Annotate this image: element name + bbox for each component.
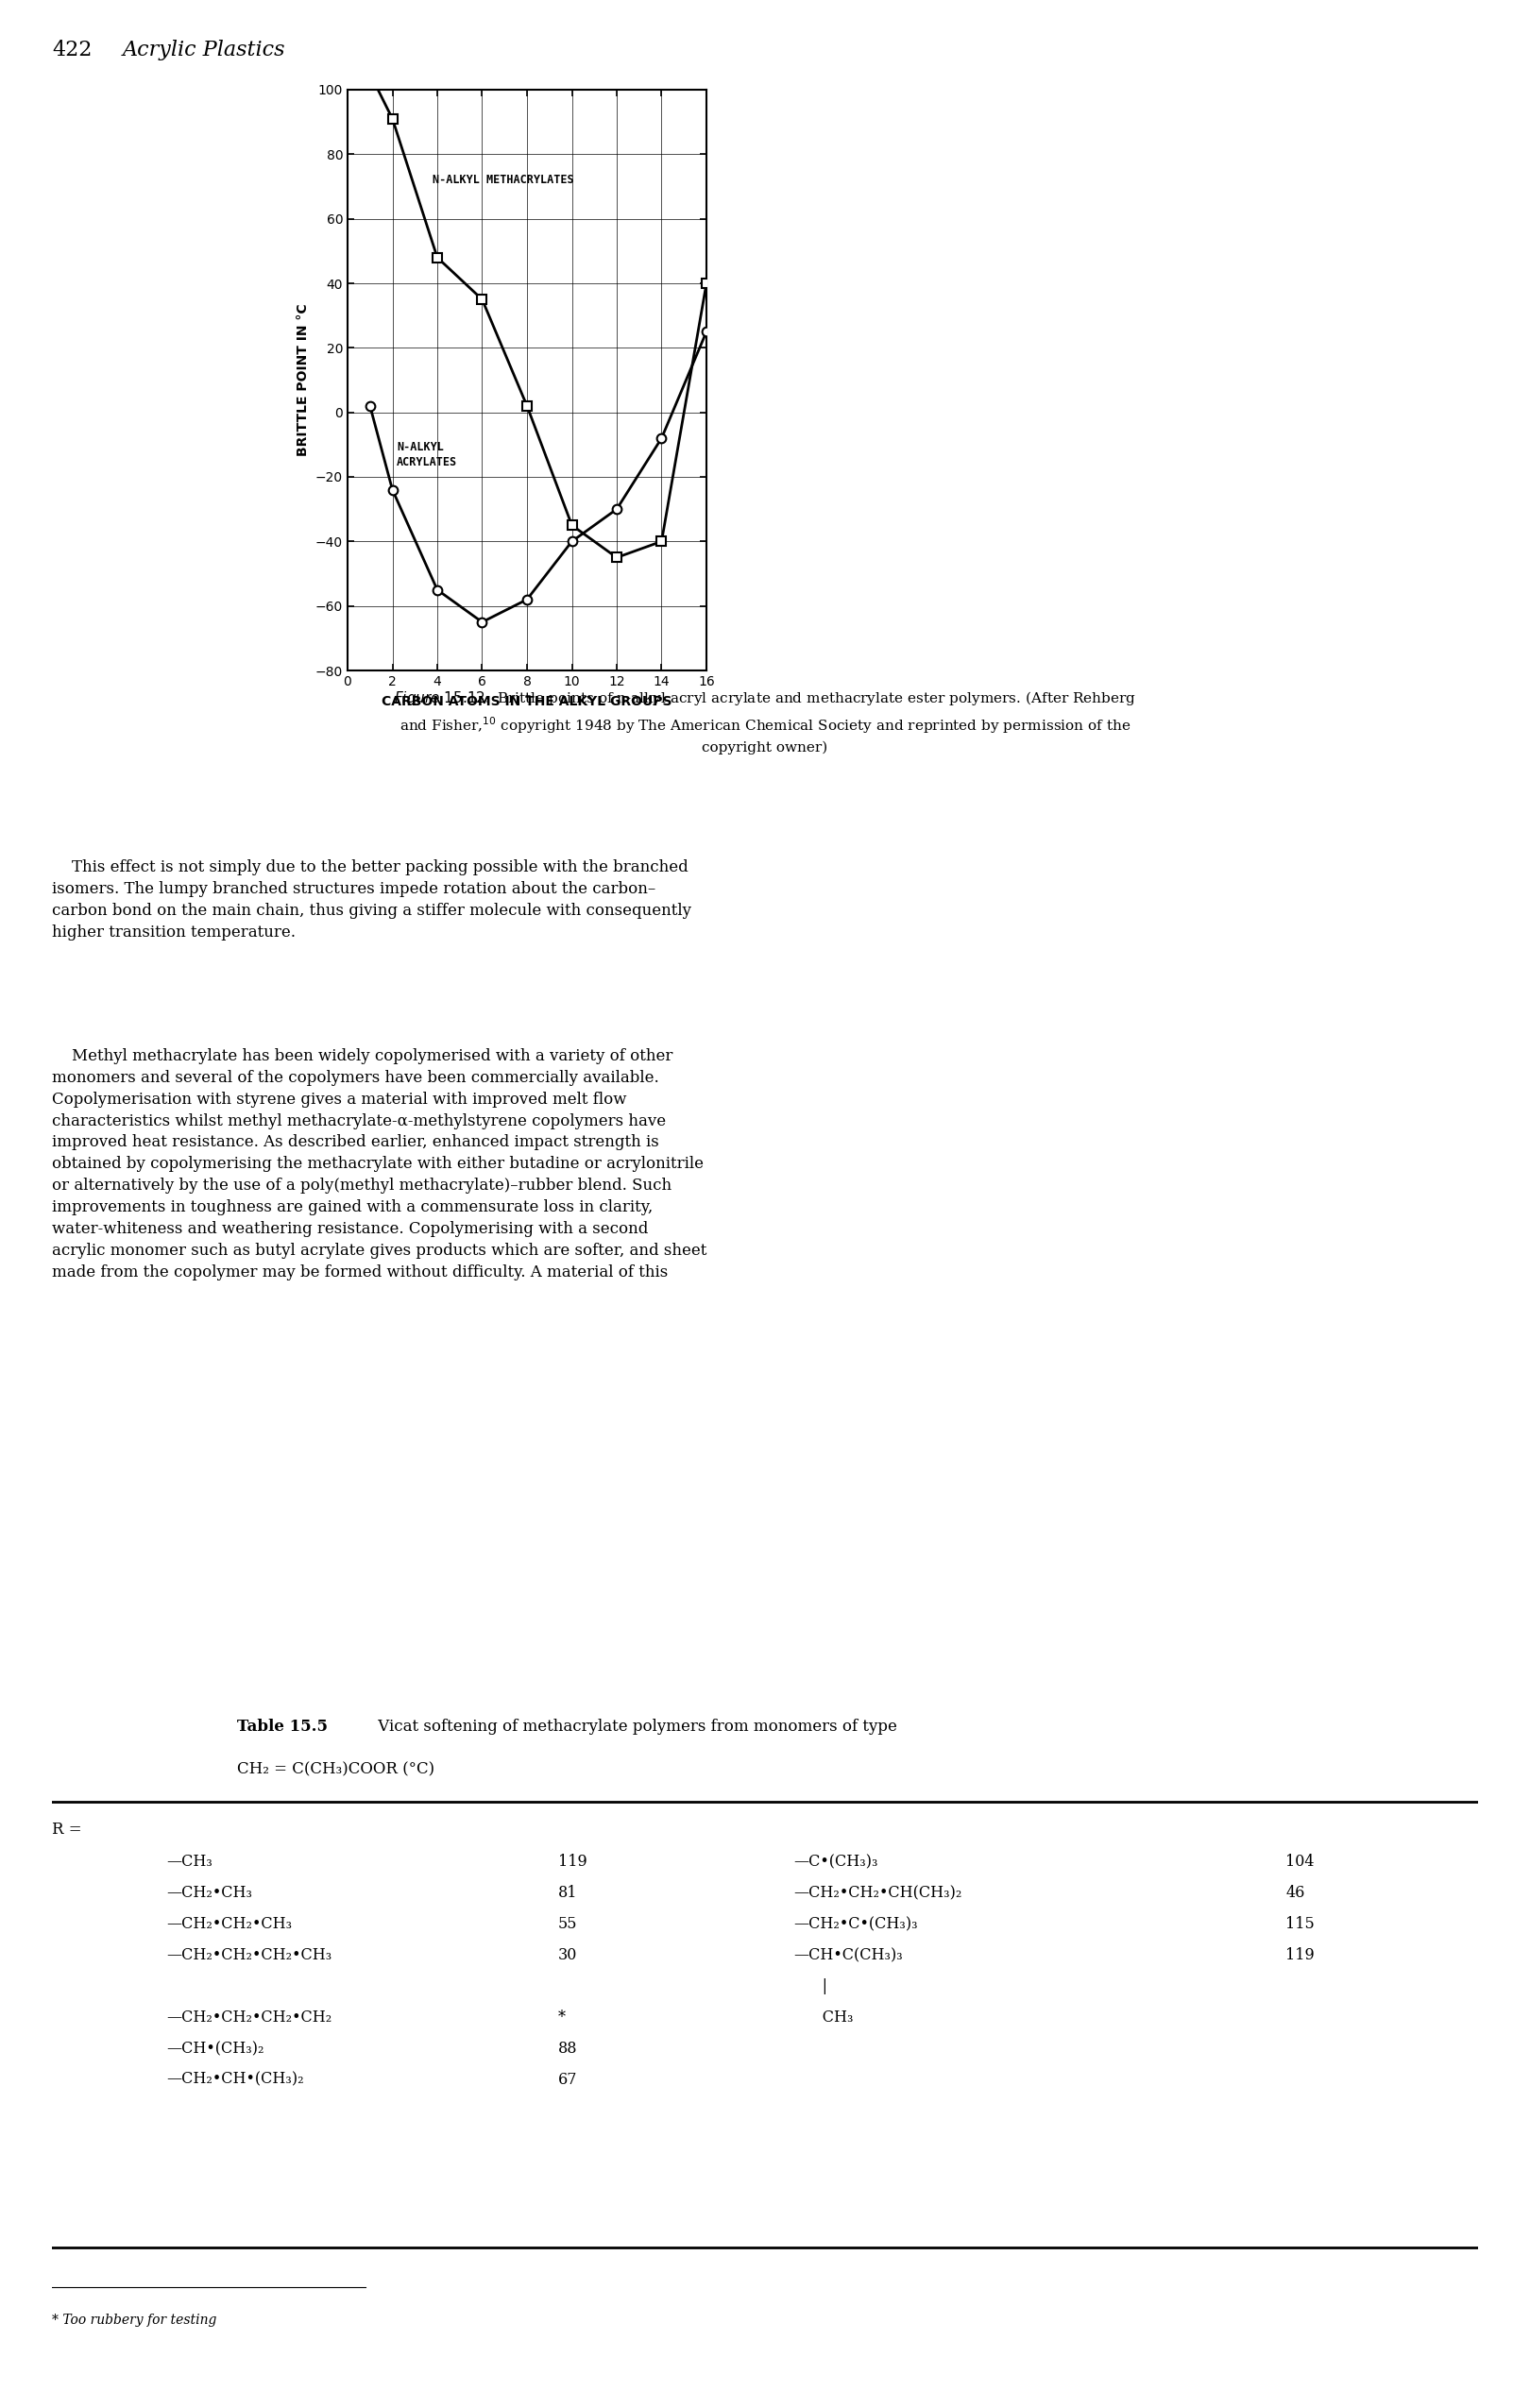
Text: This effect is not simply due to the better packing possible with the branched
i: This effect is not simply due to the bet…: [52, 860, 692, 939]
Text: 119: 119: [1285, 1948, 1314, 1963]
Text: —C•(CH₃)₃: —C•(CH₃)₃: [794, 1854, 878, 1871]
Text: 30: 30: [558, 1948, 577, 1963]
Text: —CH₂•CH•(CH₃)₂: —CH₂•CH•(CH₃)₂: [167, 2071, 303, 2088]
Text: —CH₂•CH₂•CH₂•CH₂: —CH₂•CH₂•CH₂•CH₂: [167, 2011, 332, 2025]
Text: CH₂ = C(CH₃)COOR (°C): CH₂ = C(CH₃)COOR (°C): [237, 1763, 435, 1777]
Text: 422: 422: [52, 39, 92, 60]
Text: N-ALKYL
ACRYLATES: N-ALKYL ACRYLATES: [396, 441, 457, 467]
Text: 81: 81: [558, 1885, 577, 1902]
Text: —CH₂•C•(CH₃)₃: —CH₂•C•(CH₃)₃: [794, 1917, 918, 1931]
Text: —CH₃: —CH₃: [167, 1854, 213, 1871]
Text: 115: 115: [1285, 1917, 1314, 1931]
Text: Vicat softening of methacrylate polymers from monomers of type: Vicat softening of methacrylate polymers…: [373, 1719, 897, 1734]
Text: —CH•(CH₃)₂: —CH•(CH₃)₂: [167, 2040, 263, 2056]
X-axis label: CARBON ATOMS IN THE ALKYL GROUPS: CARBON ATOMS IN THE ALKYL GROUPS: [382, 696, 672, 708]
Text: $\it{Figure\ 15.12.}$ Brittle points of n-alkyl acryl acrylate and methacrylate : $\it{Figure\ 15.12.}$ Brittle points of …: [393, 689, 1137, 754]
Text: 88: 88: [558, 2040, 577, 2056]
Text: Table 15.5: Table 15.5: [237, 1719, 327, 1734]
Text: *: *: [558, 2011, 566, 2025]
Text: 55: 55: [558, 1917, 577, 1931]
Y-axis label: BRITTLE POINT IN °C: BRITTLE POINT IN °C: [297, 303, 311, 458]
Text: —CH₂•CH₂•CH₃: —CH₂•CH₂•CH₃: [167, 1917, 292, 1931]
Text: —CH₂•CH₃: —CH₂•CH₃: [167, 1885, 252, 1902]
Text: |: |: [794, 1979, 828, 1994]
Text: 104: 104: [1285, 1854, 1314, 1871]
Text: 119: 119: [558, 1854, 588, 1871]
Text: * Too rubbery for testing: * Too rubbery for testing: [52, 2314, 217, 2326]
Text: CH₃: CH₃: [794, 2011, 854, 2025]
Text: —CH•C(CH₃)₃: —CH•C(CH₃)₃: [794, 1948, 903, 1963]
Text: —CH₂•CH₂•CH(CH₃)₂: —CH₂•CH₂•CH(CH₃)₂: [794, 1885, 962, 1902]
Text: Acrylic Plastics: Acrylic Plastics: [122, 39, 286, 60]
Text: R =: R =: [52, 1820, 81, 1837]
Text: N-ALKYL METHACRYLATES: N-ALKYL METHACRYLATES: [433, 173, 574, 185]
Text: 46: 46: [1285, 1885, 1305, 1902]
Text: 67: 67: [558, 2071, 577, 2088]
Text: —CH₂•CH₂•CH₂•CH₃: —CH₂•CH₂•CH₂•CH₃: [167, 1948, 332, 1963]
Text: Methyl methacrylate has been widely copolymerised with a variety of other
monome: Methyl methacrylate has been widely copo…: [52, 1047, 707, 1281]
